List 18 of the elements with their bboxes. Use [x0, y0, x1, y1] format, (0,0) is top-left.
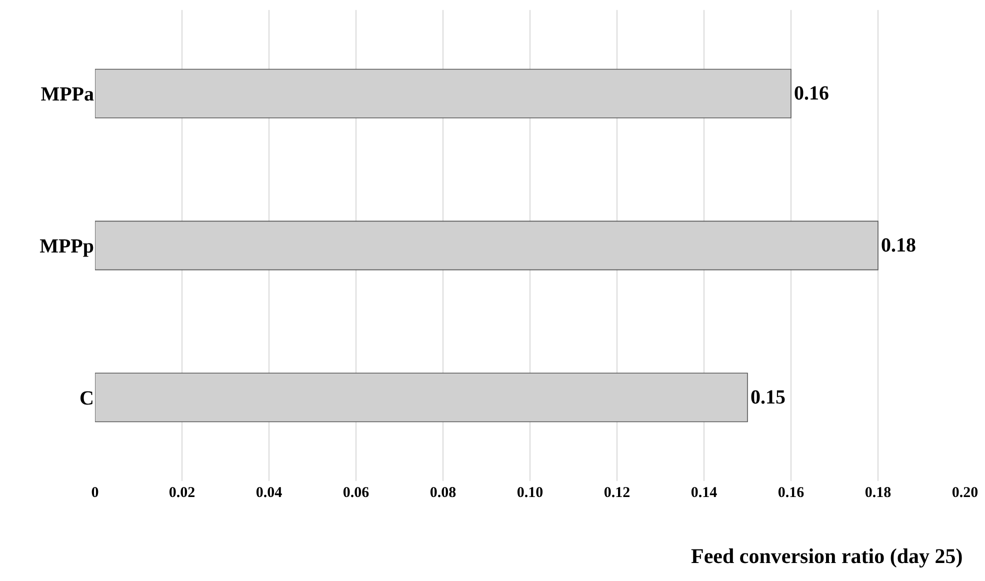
x-tick-label: 0 [91, 485, 99, 501]
x-tick-label: 0.12 [604, 485, 630, 501]
x-tick-label: 0.02 [168, 485, 196, 501]
x-tick-label: 0.20 [952, 485, 978, 501]
y-tick-label: MPPa [40, 84, 94, 106]
x-tick-label: 0.14 [690, 485, 718, 501]
data-label: 0.15 [750, 386, 786, 408]
x-axis-title: Feed conversion ratio (day 25) [691, 544, 963, 568]
x-tick-label: 0.10 [516, 485, 544, 501]
x-tick-label: 0.16 [778, 485, 805, 501]
x-tick-label: 0.06 [342, 485, 370, 501]
y-tick-label: C [80, 387, 94, 410]
x-tick-label: 0.18 [864, 485, 892, 501]
data-label: 0.18 [881, 234, 916, 256]
data-label: 0.16 [794, 82, 829, 105]
x-tick-label: 0.08 [430, 485, 456, 501]
x-tick-label: 0.04 [256, 485, 283, 501]
y-tick-label: MPPp [40, 236, 94, 258]
